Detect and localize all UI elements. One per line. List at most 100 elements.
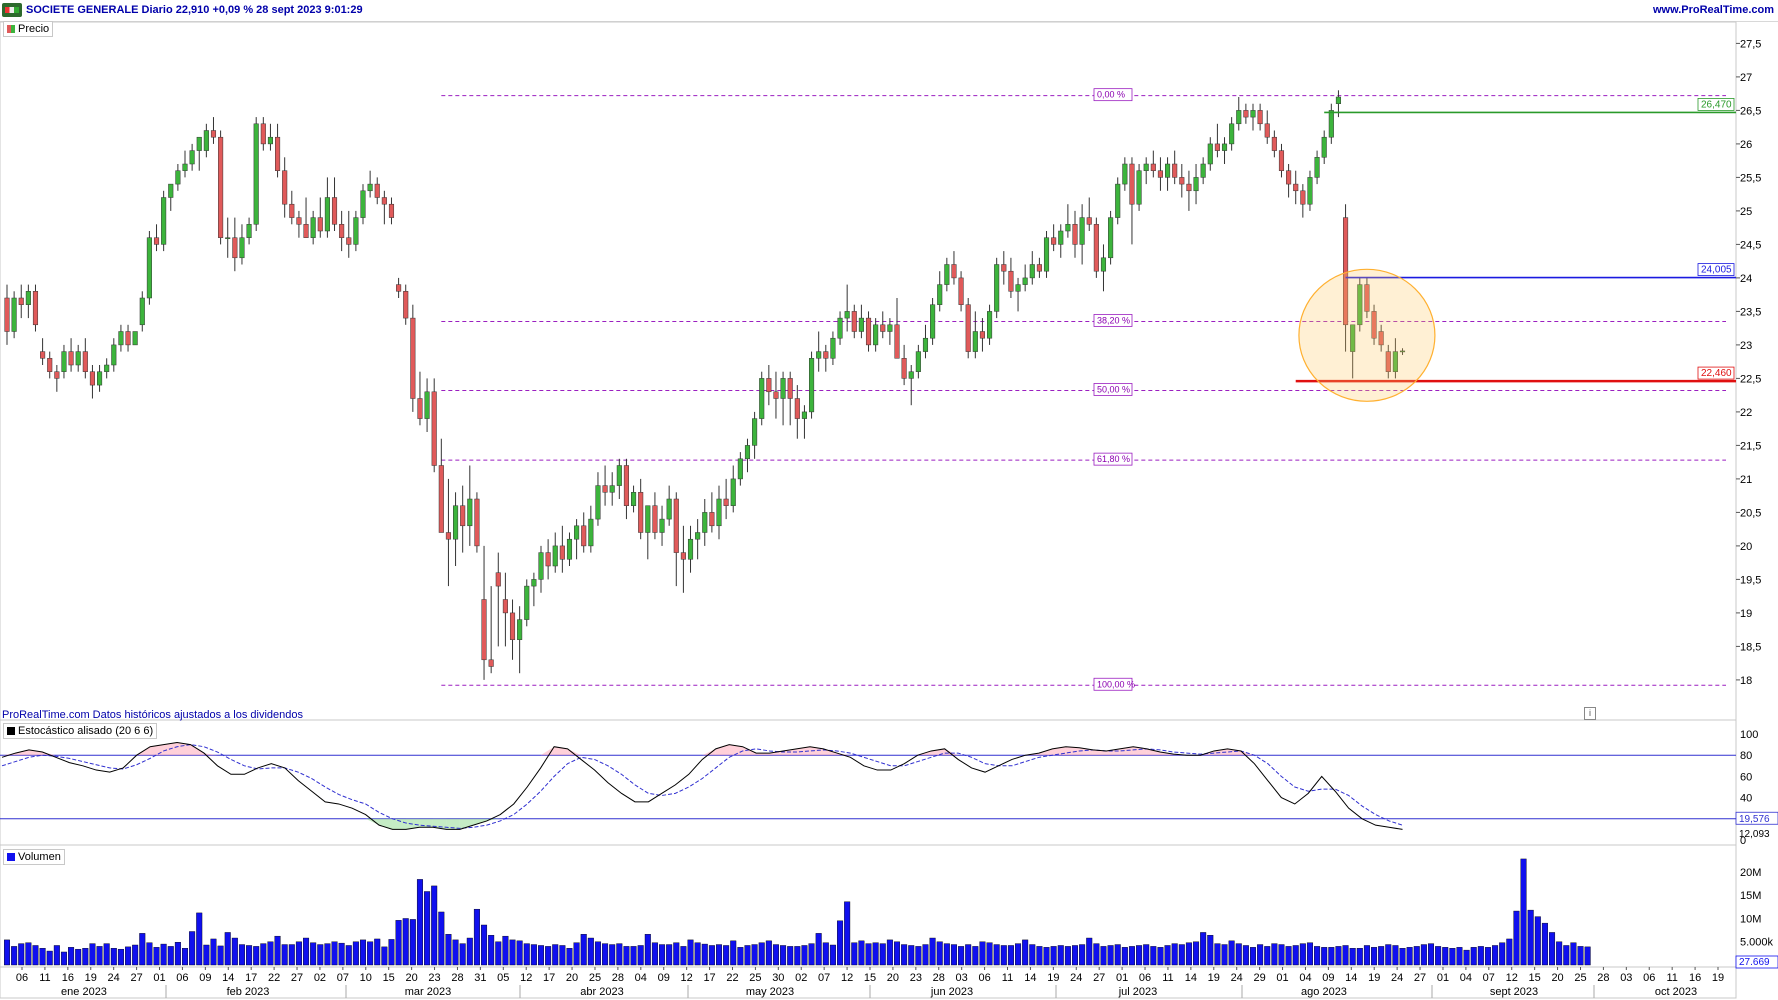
candle-body <box>1321 136 1327 158</box>
volume-bar <box>1036 946 1043 966</box>
time-tick-label: 12 <box>841 972 853 984</box>
volume-bar <box>530 944 537 966</box>
volume-bar <box>388 939 395 966</box>
candle-body <box>858 317 864 332</box>
time-tick-label: 01 <box>1116 972 1128 984</box>
overbought-fill <box>715 744 730 756</box>
volume-bar <box>858 940 865 966</box>
volume-bar <box>274 935 281 966</box>
price-tick-label: 21,5 <box>1740 440 1761 452</box>
volume-bar <box>929 937 936 966</box>
candle-body <box>602 485 608 493</box>
candle-body <box>538 552 544 580</box>
volume-bar <box>231 937 238 966</box>
candle-body <box>1072 224 1078 245</box>
info-icon[interactable]: i <box>1584 707 1596 720</box>
time-tick-label: 14 <box>1345 972 1357 984</box>
time-tick-label: 17 <box>543 972 555 984</box>
volume-bar <box>751 944 758 966</box>
volume-bar <box>381 946 388 966</box>
candle-body <box>175 170 181 185</box>
volume-bar <box>1285 946 1292 966</box>
candle-body <box>54 371 60 379</box>
volume-bar <box>1399 948 1406 966</box>
volume-bar <box>794 946 801 966</box>
overbought-fill <box>796 746 810 756</box>
time-tick-label: 19 <box>1712 972 1724 984</box>
overbought-fill <box>729 744 743 756</box>
time-tick-label: 29 <box>1253 972 1265 984</box>
volume-bar <box>1435 946 1442 966</box>
site-link[interactable]: www.ProRealTime.com <box>1652 4 1774 16</box>
candle-body <box>1229 123 1235 145</box>
time-tick-label: 07 <box>818 972 830 984</box>
candle-body <box>922 337 929 352</box>
time-tick-label: 22 <box>268 972 280 984</box>
price-tick-label: 22,5 <box>1740 373 1761 385</box>
overbought-fill <box>809 746 824 756</box>
volume-tick-label: 15M <box>1740 890 1761 902</box>
candle-body <box>1399 350 1406 353</box>
time-tick-label: 04 <box>1460 972 1472 984</box>
candle-body <box>139 297 145 326</box>
candle-body <box>1100 257 1107 272</box>
volume-bar <box>701 943 708 966</box>
volume-bar <box>18 943 25 966</box>
candle-body <box>396 284 402 292</box>
candle-body <box>958 277 964 305</box>
overbought-fill <box>2 753 16 756</box>
candle-body <box>545 552 551 567</box>
volume-panel-label[interactable]: Volumen <box>3 849 65 865</box>
candle-body <box>695 532 701 540</box>
time-tick-label: 20 <box>1551 972 1563 984</box>
candle-body <box>894 324 900 359</box>
volume-bar <box>1050 946 1057 966</box>
volume-bar <box>758 942 765 966</box>
volume-bar <box>1114 944 1121 966</box>
month-label: oct 2023 <box>1655 986 1697 998</box>
stochastic-tick-label: 60 <box>1740 771 1752 783</box>
month-label: mar 2023 <box>405 986 451 998</box>
stochastic-tick-label: 100 <box>1740 729 1758 741</box>
volume-bar <box>1292 945 1299 966</box>
candle-body <box>759 378 765 419</box>
volume-bar <box>224 932 231 966</box>
volume-bar <box>288 944 295 966</box>
candle-body <box>659 518 665 533</box>
candle-body <box>460 505 466 527</box>
candle-body <box>652 505 658 533</box>
volume-bar <box>295 941 302 966</box>
volume-bar <box>1534 916 1541 966</box>
stochastic-signal-tag: 19,576 <box>1739 814 1770 825</box>
month-label: jun 2023 <box>930 986 973 998</box>
volume-bar <box>117 948 124 966</box>
volume-bar <box>1371 947 1378 966</box>
volume-bar <box>267 941 274 966</box>
volume-bar <box>1513 910 1520 966</box>
volume-bar <box>1249 947 1256 966</box>
candle-body <box>951 264 957 279</box>
candle-body <box>972 331 978 352</box>
volume-bar <box>1392 945 1399 966</box>
prorealtime-logo-icon <box>2 3 22 17</box>
volume-bar <box>125 946 132 966</box>
overbought-fill <box>836 753 851 756</box>
level-tag-box <box>1697 98 1735 111</box>
volume-bar <box>1378 946 1385 966</box>
candle-body <box>1250 110 1256 118</box>
candle-body <box>887 324 893 332</box>
candle-body <box>1008 270 1014 292</box>
price-panel-label[interactable]: Precio <box>3 21 54 37</box>
candle-body <box>339 224 345 238</box>
volume-tick-label: 5.000k <box>1740 937 1774 949</box>
time-tick-label: 04 <box>1299 972 1311 984</box>
candle-body <box>673 498 679 553</box>
overbought-fill <box>28 749 43 756</box>
candle-body <box>125 331 131 346</box>
volume-bar <box>1306 942 1313 966</box>
data-source-note[interactable]: ProRealTime.com Datos históricos ajustad… <box>2 709 304 721</box>
time-tick-label: 06 <box>978 972 990 984</box>
time-tick-label: 27 <box>291 972 303 984</box>
stochastic-panel-label[interactable]: Estocástico alisado (20 6 6) <box>3 723 158 739</box>
